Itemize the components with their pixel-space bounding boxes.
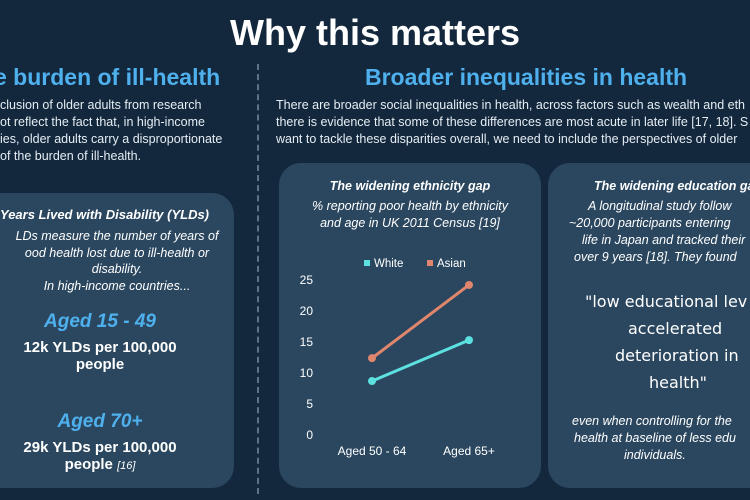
y-tick-label: 20 (300, 304, 314, 318)
right-section-heading: Broader inequalities in health (365, 64, 688, 90)
left-paragraph-line: clusion of older adults from research (0, 98, 202, 112)
education-card-footer: even when controlling for the health at … (572, 413, 736, 464)
age-group-15-49-stat: 12k YLDs per 100,000 people (0, 339, 200, 373)
education-gap-card: The widening education ga A longitudinal… (548, 163, 750, 488)
education-quote: "low educational lev accelerated deterio… (585, 288, 747, 396)
education-body-line: A longitudinal study follow (588, 199, 732, 213)
education-card-title: The widening education ga (594, 179, 750, 193)
yld-citation: [16] (117, 460, 136, 472)
y-tick-label: 25 (300, 273, 314, 287)
quote-line: accelerated (628, 319, 723, 338)
education-footer-line: even when controlling for the (572, 414, 732, 428)
education-body-line: over 9 years [18]. They found (574, 250, 737, 264)
legend-swatch-asian (427, 260, 433, 266)
education-card-body: A longitudinal study follow ~20,000 part… (568, 198, 745, 266)
left-paragraph-line: of the burden of ill-health. (0, 149, 142, 163)
series-line-white (371, 338, 470, 383)
yld-desc-line: disability. (91, 262, 143, 276)
right-paragraph-line: there is evidence that some of these dif… (276, 115, 749, 129)
age-group-15-49-label: Aged 15 - 49 (44, 311, 156, 332)
data-point-white (465, 336, 473, 345)
yld-card-description: LDs measure the number of years of ood h… (0, 228, 234, 294)
data-point-asian (465, 280, 473, 289)
education-body-line: life in Japan and tracked their (582, 233, 746, 247)
data-point-asian (368, 354, 376, 363)
ethnicity-card-title: The widening ethnicity gap (329, 179, 491, 193)
y-tick-label: 15 (300, 335, 314, 349)
age-group-70-stat: 29k YLDs per 100,000 people [16] (0, 439, 200, 473)
subtitle-line: % reporting poor health by ethnicity (312, 199, 508, 213)
yld-desc-line: ood health lost due to ill-health or (24, 245, 210, 260)
x-tick-label: Aged 50 - 64 (338, 444, 407, 458)
left-paragraph-line: ot reflect the fact that, in high-income (0, 115, 205, 129)
legend-label-white: White (374, 258, 403, 270)
y-tick-label: 5 (306, 397, 313, 411)
data-point-white (368, 377, 376, 386)
left-paragraph-line: ies, older adults carry a disproportiona… (0, 132, 223, 146)
ethnicity-card-subtitle: % reporting poor health by ethnicity and… (279, 198, 541, 232)
yld-desc-line: In high-income countries... (43, 278, 191, 293)
series-line-asian (371, 283, 470, 360)
education-footer-line: individuals. (624, 448, 686, 462)
quote-line: health" (649, 373, 708, 392)
y-tick-label: 0 (306, 428, 313, 442)
right-section-paragraph: There are broader social inequalities in… (276, 97, 748, 148)
subtitle-line: and age in UK 2011 Census [19] (320, 216, 500, 230)
quote-line: "low educational lev (585, 292, 748, 311)
stat-line: 12k YLDs per 100,000 (23, 339, 177, 356)
stat-line: people (75, 356, 125, 373)
quote-line: deterioration in (615, 346, 739, 365)
page-title: Why this matters (229, 12, 521, 53)
y-tick-label: 10 (300, 366, 314, 380)
section-divider (257, 64, 259, 494)
education-footer-line: health at baseline of less edu (574, 431, 736, 445)
yld-desc-line: LDs measure the number of years of (15, 229, 219, 243)
ethnicity-gap-card: The widening ethnicity gap % reporting p… (279, 163, 541, 488)
x-tick-label: Aged 65+ (443, 444, 495, 458)
legend-swatch-white (364, 260, 370, 266)
stat-line: people [16] (64, 456, 136, 473)
right-paragraph-line: want to tackle these disparities overall… (276, 132, 738, 146)
stat-line: 29k YLDs per 100,000 (23, 439, 177, 456)
yld-card: Years Lived with Disability (YLDs) LDs m… (0, 193, 234, 488)
left-section-paragraph: clusion of older adults from research ot… (0, 97, 222, 165)
age-group-70-label: Aged 70+ (57, 411, 143, 432)
education-body-line: ~20,000 participants entering (569, 216, 731, 230)
left-section-heading: e burden of ill-health (0, 64, 221, 90)
ethnicity-line-chart: 0 5 10 15 20 25 Aged 50 - 64 Aged 65+ White Asian (300, 258, 495, 458)
yld-card-title: Years Lived with Disability (YLDs) (0, 207, 210, 222)
right-paragraph-line: There are broader social inequalities in… (276, 98, 746, 112)
legend-label-asian: Asian (437, 258, 466, 270)
